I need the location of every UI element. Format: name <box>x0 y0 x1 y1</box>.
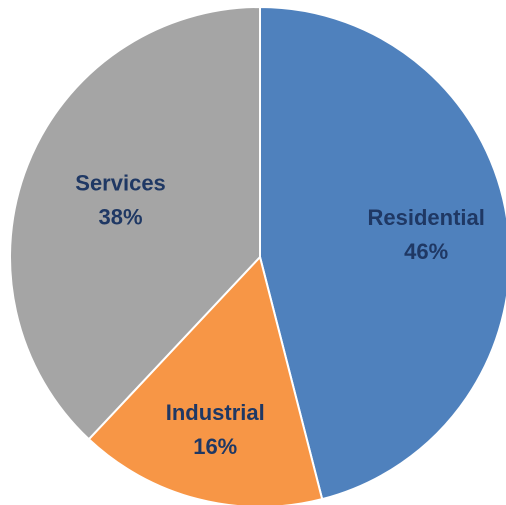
slice-label-services: Services <box>75 171 166 196</box>
slice-percent-residential: 46% <box>404 239 448 264</box>
slice-percent-industrial: 16% <box>193 434 237 459</box>
slice-label-residential: Residential <box>367 205 484 230</box>
slice-percent-services: 38% <box>99 205 143 230</box>
slices-layer <box>9 5 506 505</box>
slice-label-industrial: Industrial <box>166 400 265 425</box>
labels-layer: Residential 46% Industrial 16% Services 38% <box>75 171 485 460</box>
pie-slice-services <box>9 5 261 441</box>
pie-slice-industrial <box>87 254 324 505</box>
pie-slice-residential <box>259 5 506 501</box>
